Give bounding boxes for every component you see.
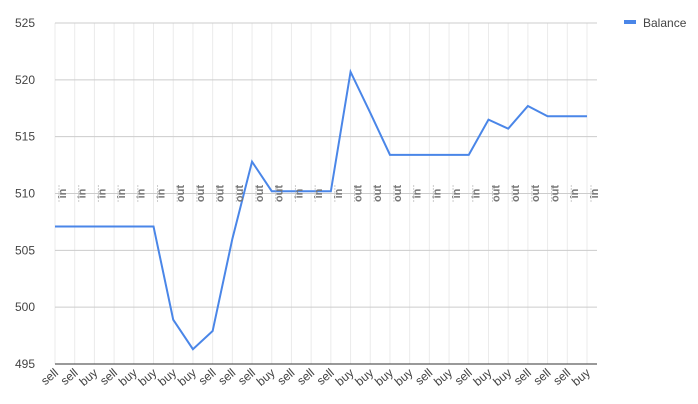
y-tick-label: 515 bbox=[15, 130, 35, 144]
annotation: in bbox=[155, 188, 167, 198]
annotation: out bbox=[530, 185, 542, 202]
annotation: out bbox=[372, 185, 384, 202]
y-tick-label: 505 bbox=[15, 243, 35, 257]
annotation: in bbox=[57, 188, 69, 198]
annotation: in bbox=[293, 188, 305, 198]
annotation: out bbox=[490, 185, 502, 202]
annotation: in bbox=[96, 188, 108, 198]
annotation: in bbox=[451, 188, 463, 198]
annotation: out bbox=[274, 185, 286, 202]
line bbox=[55, 68, 587, 351]
legend-label: Balance bbox=[643, 16, 687, 30]
annotation: out bbox=[215, 185, 227, 202]
annotation: in bbox=[589, 188, 601, 198]
annotation: in bbox=[412, 188, 424, 198]
y-tick-label: 510 bbox=[15, 187, 35, 201]
x-tick-label: buy bbox=[569, 366, 593, 389]
legend-swatch bbox=[624, 20, 636, 24]
annotation: in bbox=[313, 188, 325, 198]
annotation: in bbox=[569, 188, 581, 198]
annotation: in bbox=[136, 188, 148, 198]
y-tick-label: 525 bbox=[15, 16, 35, 30]
annotation: out bbox=[175, 185, 187, 202]
annotation: out bbox=[195, 185, 207, 202]
annotation: in bbox=[333, 188, 345, 198]
annotation: in bbox=[116, 188, 128, 198]
annotation: out bbox=[549, 185, 561, 202]
annotation: out bbox=[254, 185, 266, 202]
annotation: out bbox=[510, 185, 522, 202]
annotation: out bbox=[234, 185, 246, 202]
annotation: in bbox=[431, 188, 443, 198]
y-tick-label: 500 bbox=[15, 300, 35, 314]
y-tick-label: 495 bbox=[15, 357, 35, 371]
annotation: out bbox=[392, 185, 404, 202]
annotation: in bbox=[77, 188, 89, 198]
annotation: out bbox=[352, 185, 364, 202]
y-tick-label: 520 bbox=[15, 73, 35, 87]
annotation: in bbox=[471, 188, 483, 198]
